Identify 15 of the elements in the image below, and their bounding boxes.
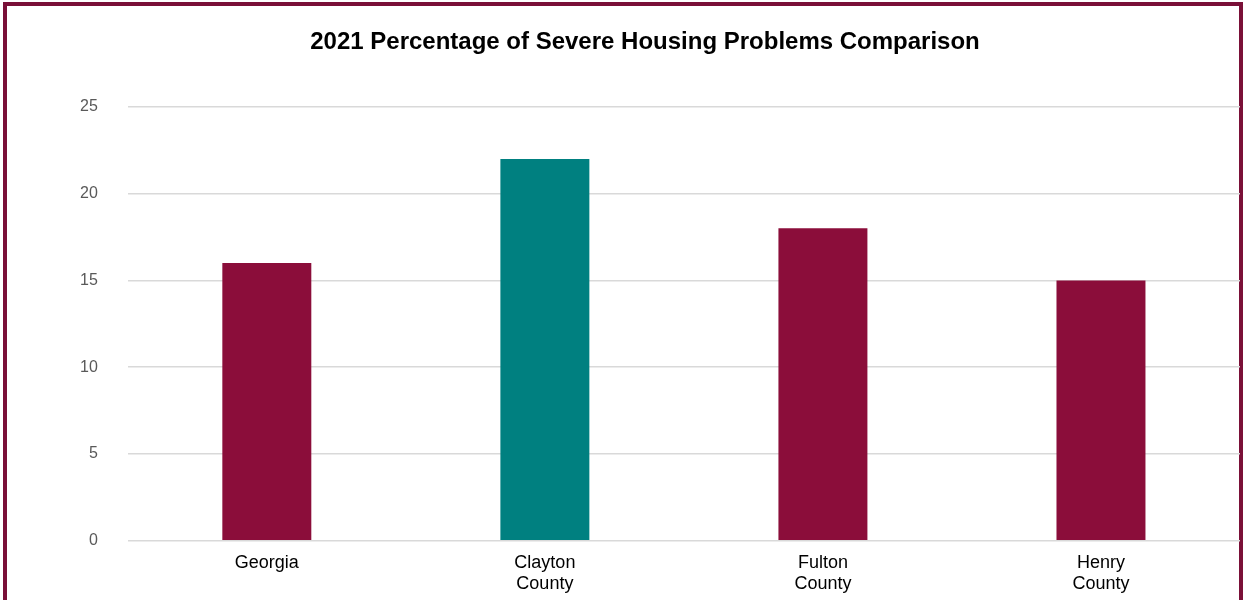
bar [222,263,312,541]
x-tick-label: Georgia [234,551,300,572]
y-tick-label: 20 [80,184,98,202]
y-tick-label: 25 [80,97,98,115]
bar [778,228,868,541]
bar [500,158,590,541]
x-tick-label: Henry County [1072,551,1130,594]
chart-title: 2021 Percentage of Severe Housing Problems Comparison [310,27,980,55]
x-tick-label: Fulton County [794,551,852,594]
y-tick-label: 5 [88,444,98,462]
y-tick-label: 0 [88,531,98,549]
x-tick-label: Clayton County [514,551,576,594]
bar [1056,280,1146,541]
y-tick-label: 15 [80,270,98,288]
y-tick-label: 10 [80,357,98,375]
